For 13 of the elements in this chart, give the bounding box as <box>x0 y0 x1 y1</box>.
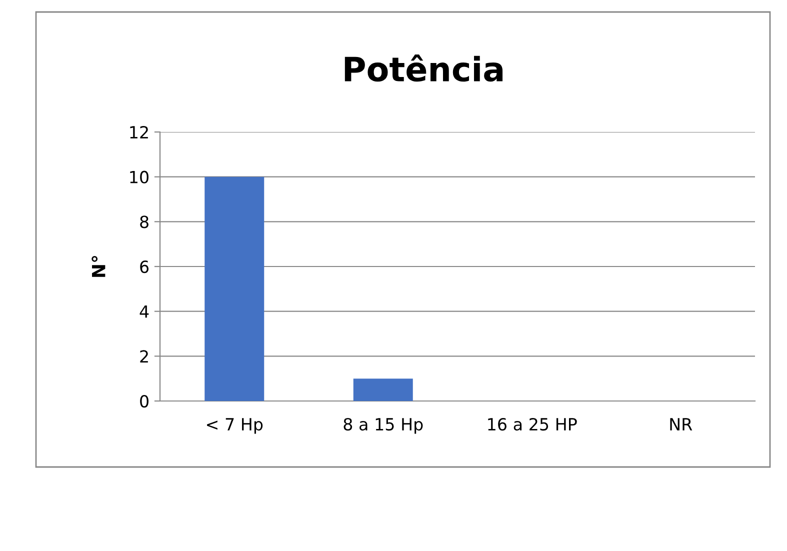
y-tick-label: 2 <box>140 350 148 362</box>
y-tick-label: 4 <box>140 306 149 318</box>
y-tick-label: 6 <box>140 260 149 274</box>
x-tick-label: NR <box>670 418 692 430</box>
y-tick-label: 8 <box>140 216 148 228</box>
x-tick-label: 8 a 15 Hp <box>344 418 423 434</box>
x-tick-label: < 7 Hp <box>207 418 263 434</box>
chart-title: Potência <box>344 54 503 82</box>
x-tick-label: 16 a 25 HP <box>488 418 577 431</box>
y-tick-label: 12 <box>130 126 148 138</box>
y-tick-label: 10 <box>130 170 148 184</box>
y-tick-label: 0 <box>140 394 148 408</box>
y-axis-title: N° <box>92 256 106 277</box>
